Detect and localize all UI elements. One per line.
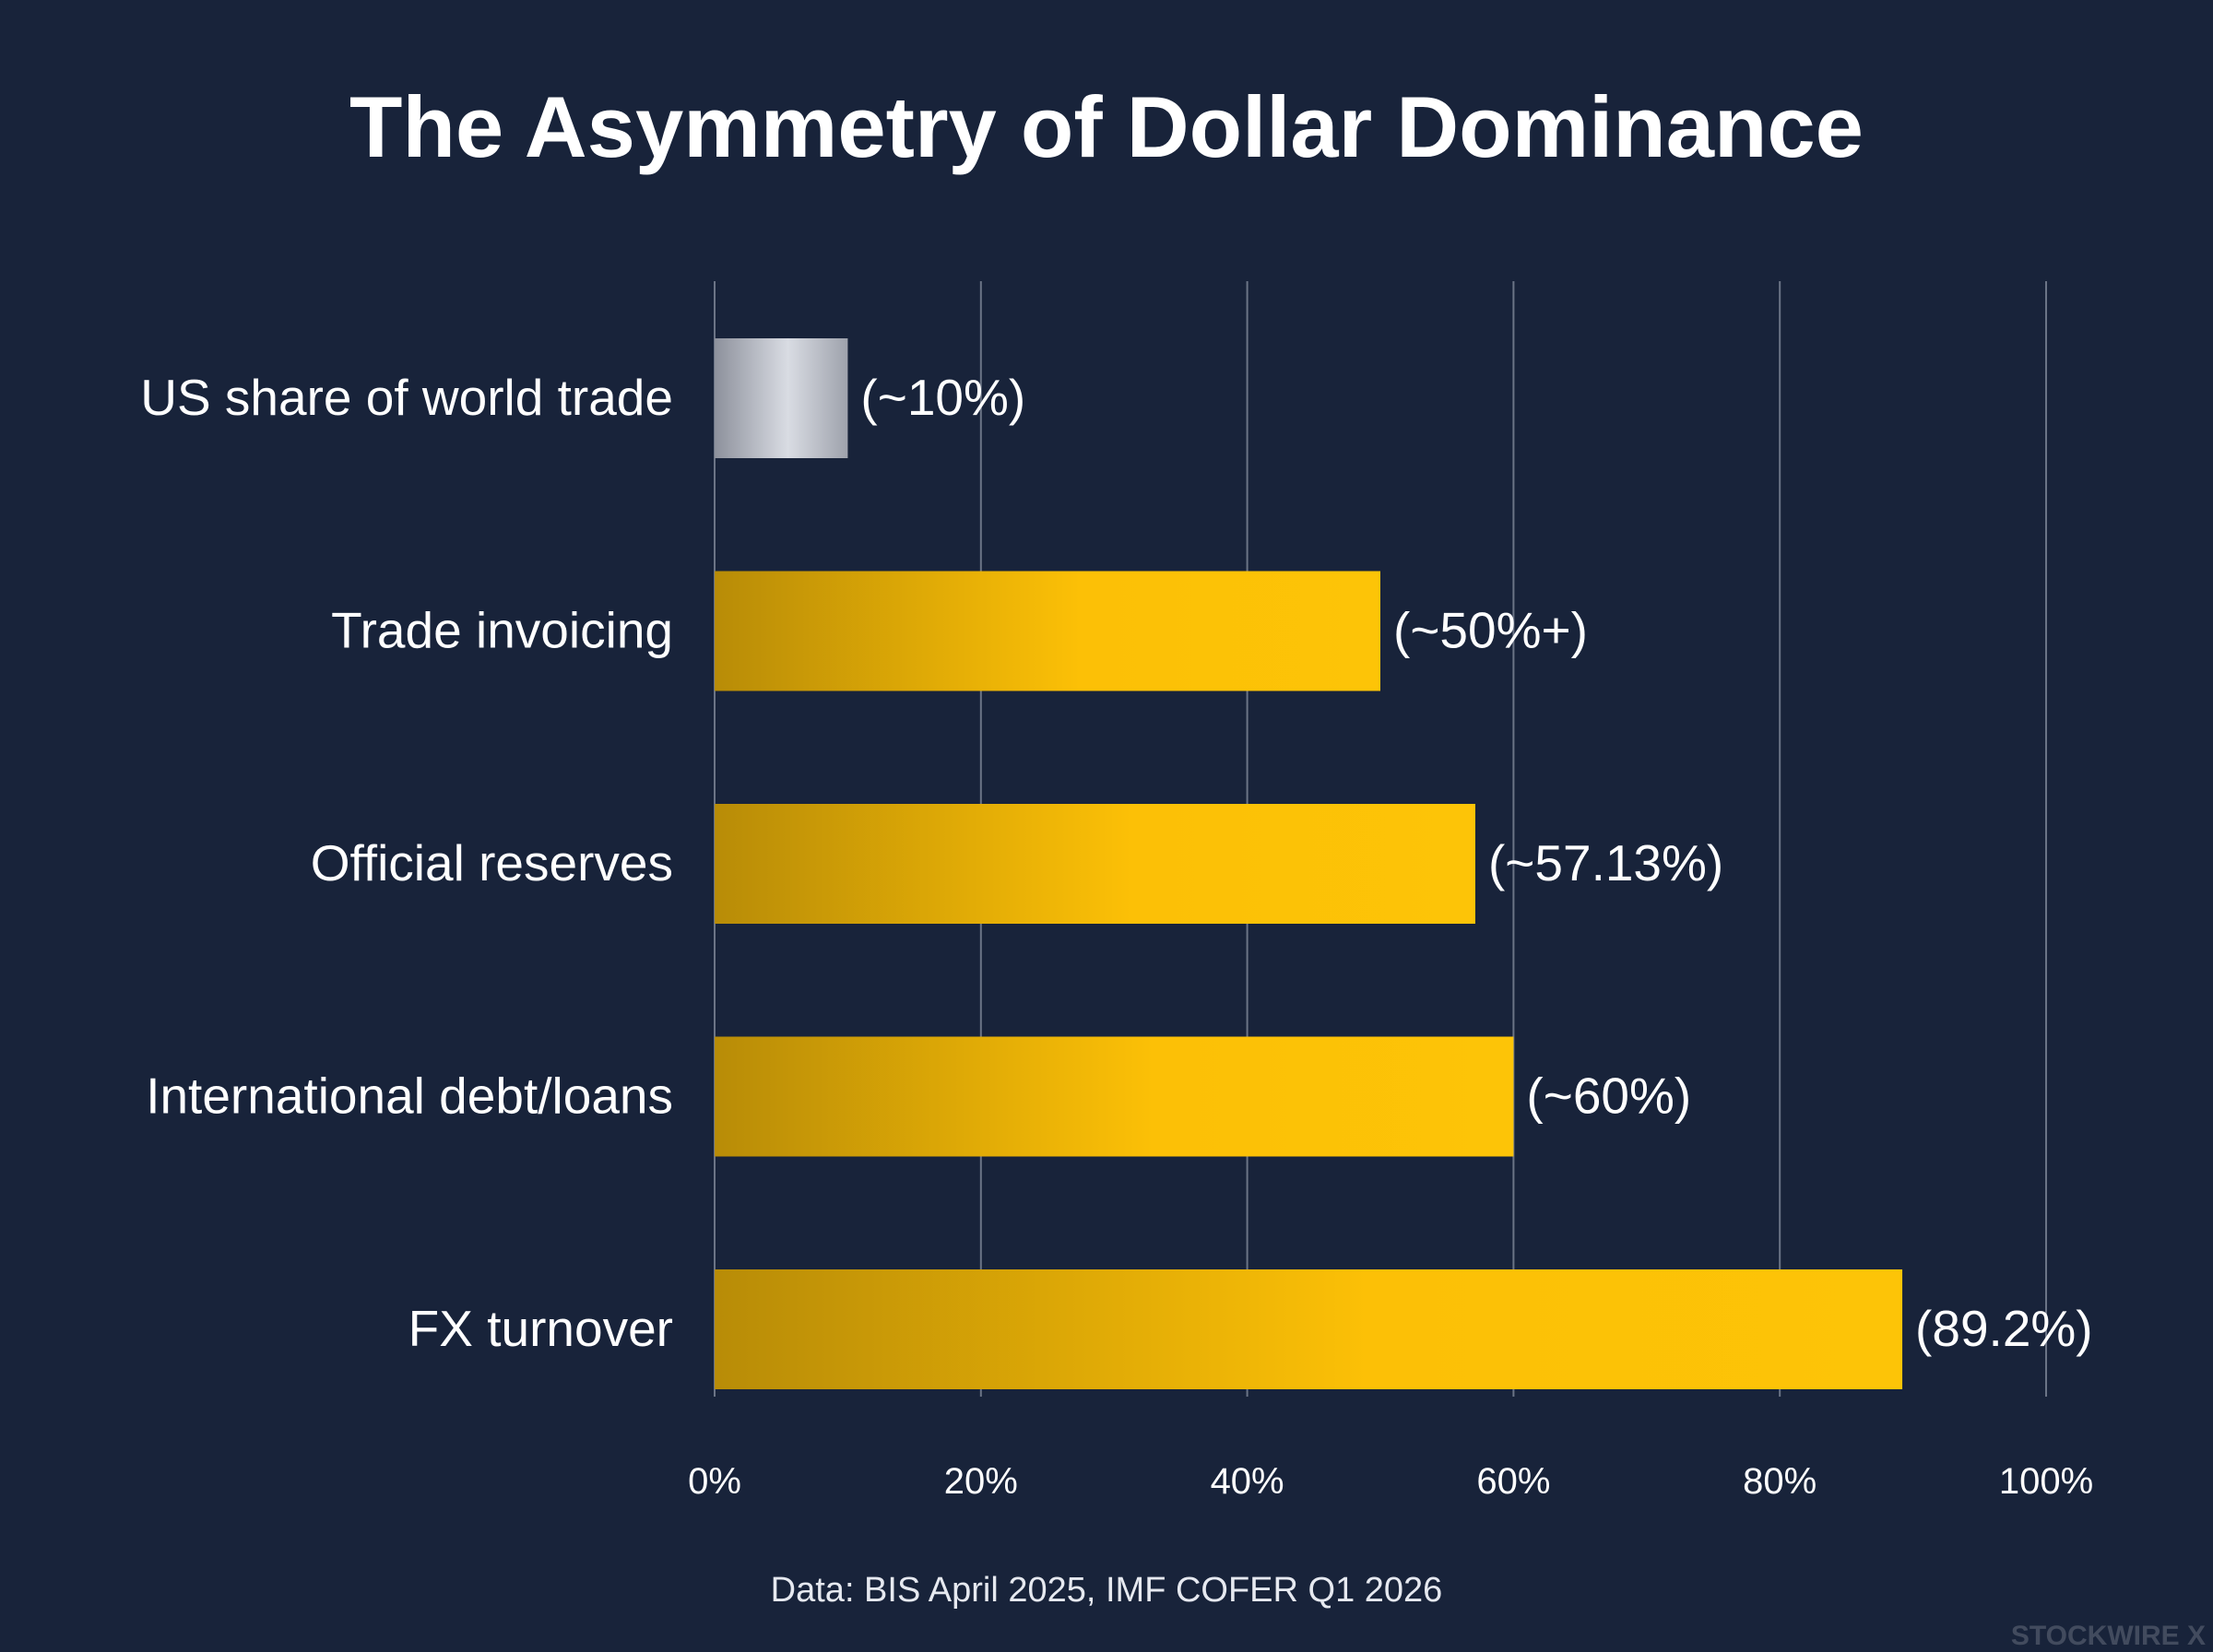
category-label-official-reserves: Official reserves [311, 834, 673, 891]
x-tick-label-100: 100% [1999, 1461, 2093, 1502]
category-label-us-share-of-world-trade: US share of world trade [140, 369, 673, 426]
x-tick-label-20: 20% [944, 1461, 1018, 1502]
category-label-trade-invoicing: Trade invoicing [331, 602, 673, 659]
value-label-fx-turnover: (89.2%) [1915, 1300, 2093, 1357]
bar-fx-turnover [715, 1269, 1903, 1389]
bars [715, 338, 1903, 1389]
value-label-international-debt-loans: (~60%) [1526, 1068, 1691, 1125]
chart-title: The Asymmetry of Dollar Dominance [349, 78, 1864, 175]
bar-trade-invoicing [715, 571, 1380, 691]
source-note: Data: BIS April 2025, IMF COFER Q1 2026 [771, 1571, 1443, 1610]
bar-us-share-of-world-trade [715, 338, 848, 458]
x-axis-ticks: 0% 20% 40% 60% 80% 100% [688, 1461, 2093, 1502]
x-tick-label-0: 0% [688, 1461, 741, 1502]
category-label-fx-turnover: FX turnover [408, 1300, 673, 1357]
value-label-official-reserves: (~57.13%) [1488, 834, 1723, 891]
bar-international-debt-loans [715, 1036, 1514, 1157]
x-tick-label-60: 60% [1476, 1461, 1550, 1502]
watermark-logo: STOCKWIRE X [2011, 1621, 2206, 1651]
value-label-trade-invoicing: (~50%+) [1393, 602, 1588, 659]
category-label-international-debt-loans: International debt/loans [146, 1068, 673, 1125]
value-label-us-share-of-world-trade: (~10%) [860, 369, 1025, 426]
x-tick-label-40: 40% [1211, 1461, 1284, 1502]
x-tick-label-80: 80% [1743, 1461, 1817, 1502]
labels: US share of world trade (~10%) Trade invoi… [140, 369, 2092, 1357]
bar-official-reserves [715, 804, 1475, 924]
